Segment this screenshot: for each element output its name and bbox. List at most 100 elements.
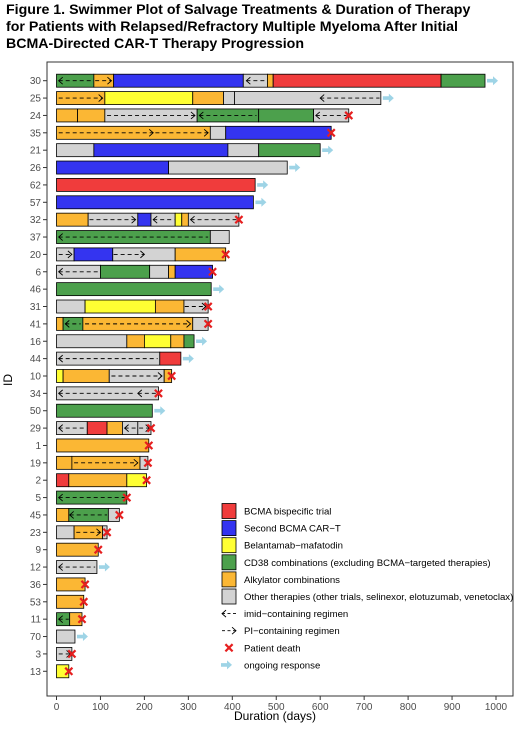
y-tick-label: 26: [30, 163, 42, 174]
bar-segment-other: [234, 91, 382, 105]
imid-marker-arrowhead: [189, 215, 195, 224]
ongoing-arrow: [322, 145, 334, 155]
legend-ongoing-arrow: [221, 660, 232, 670]
bar-segment-cd38: [183, 334, 195, 349]
bar-segment-other: [56, 143, 95, 158]
pi-marker-arrowhead: [96, 528, 102, 537]
patient-row-29: [56, 421, 152, 436]
imid-marker-arrowhead: [315, 111, 321, 120]
legend-swatch: [221, 588, 237, 605]
ongoing-arrow: [289, 163, 301, 173]
bar-segment-cd38: [68, 508, 109, 522]
bar-segment-other: [56, 299, 86, 314]
legend-label: Other therapies (other trials, selinexor…: [244, 592, 513, 603]
patient-overlay-44: [58, 354, 194, 364]
death-marker: [221, 250, 231, 259]
imid-marker-arrowhead: [58, 389, 63, 398]
patient-overlay-31: [184, 302, 213, 311]
patient-row-26: [56, 160, 288, 175]
bar-segment-belantamab: [56, 369, 64, 383]
legend-label: imid−containing regimen: [244, 609, 348, 620]
bar-segment-bcma_bispecific: [56, 473, 70, 488]
legend-label: BCMA bispecific trial: [244, 507, 331, 518]
death-marker: [114, 510, 124, 520]
legend-item-box-bcma_bispecific: BCMA bispecific trial: [221, 503, 331, 519]
bar-segment-other: [209, 125, 227, 140]
patient-row-62: [56, 178, 256, 192]
patient-overlay-70: [76, 632, 88, 642]
bar-segment-other: [192, 316, 209, 331]
ongoing-arrow: [154, 406, 166, 416]
imid-marker-arrowhead: [58, 76, 63, 85]
patient-row-31: [56, 299, 209, 314]
y-tick-label: 20: [30, 250, 42, 261]
pi-marker-arrowhead: [203, 128, 209, 137]
patient-overlay-26: [289, 163, 301, 173]
ongoing-arrow: [196, 336, 208, 346]
legend-item-box-other: Other therapies (other trials, selinexor…: [221, 588, 513, 605]
bar-segment-second_car_t: [225, 125, 332, 140]
y-tick-label: 11: [31, 615, 42, 626]
death-marker: [143, 458, 153, 468]
title-line-1: Figure 1. Swimmer Plot of Salvage Treatm…: [6, 2, 471, 18]
imid-marker-arrowhead: [58, 354, 63, 363]
y-tick-label: 29: [30, 424, 42, 435]
patient-overlay-50: [154, 406, 166, 416]
bar-segment-alkylator: [56, 577, 86, 592]
death-marker: [67, 649, 77, 659]
imid-marker-arrowhead: [58, 493, 63, 502]
bar-segment-belantamab: [56, 664, 70, 679]
y-axis-label: ID: [1, 374, 15, 386]
pi-marker-arrowhead: [98, 94, 104, 102]
bar-segment-second_car_t: [93, 143, 229, 158]
pi-marker-arrowhead: [131, 215, 137, 224]
y-tick-label: 19: [30, 458, 42, 469]
legend-item-box-cd38: CD38 combinations (excluding BCMA−target…: [221, 554, 491, 571]
x-tick-label: 300: [180, 702, 197, 713]
bar-segment-alkylator: [154, 299, 185, 314]
ongoing-arrow: [257, 180, 269, 190]
y-tick-label: 62: [30, 180, 42, 191]
ongoing-arrow: [76, 632, 88, 642]
patient-row-6: [56, 264, 213, 279]
patient-row-53: [56, 594, 85, 609]
bar-segment-alkylator: [62, 369, 110, 383]
y-tick-label: 3: [35, 649, 41, 660]
patient-row-10: [56, 369, 173, 383]
bar-segment-cd38: [440, 73, 486, 88]
patient-row-21: [56, 143, 321, 158]
x-tick-label: 400: [224, 702, 241, 713]
bar-segment-alkylator: [56, 594, 85, 609]
bar-segment-other: [107, 508, 120, 522]
patient-overlay-45: [69, 510, 124, 520]
bar-segment-second_car_t: [73, 247, 114, 262]
bar-segment-alkylator: [168, 264, 176, 279]
patient-overlay-46: [213, 284, 225, 294]
patient-overlay-53: [79, 597, 89, 607]
death-marker: [208, 267, 217, 277]
patient-overlay-25: [58, 93, 394, 103]
y-tick-label: 32: [30, 215, 42, 226]
y-tick-label: 24: [30, 111, 42, 122]
death-marker: [102, 527, 112, 537]
death-marker: [80, 580, 90, 589]
imid-marker-arrowhead: [58, 424, 63, 432]
bar-segment-alkylator: [68, 473, 128, 488]
death-marker: [326, 128, 336, 138]
ongoing-arrow: [382, 93, 394, 103]
bar-segment-alkylator: [56, 316, 64, 331]
x-axis: 0 100 200 300 400 500 600 700 800 900 1000: [54, 696, 508, 713]
bar-segment-alkylator: [77, 108, 106, 123]
patient-overlay-20: [58, 250, 231, 259]
patient-overlay-1: [144, 441, 154, 450]
legend-label: Belantamab−mafatodin: [244, 541, 343, 552]
pi-marker-arrowhead: [140, 250, 146, 259]
y-tick-label: 45: [30, 510, 42, 521]
patient-row-16: [56, 334, 195, 349]
patient-overlay-13: [64, 666, 74, 676]
pi-marker-arrowhead: [107, 76, 113, 85]
patient-row-50: [56, 403, 153, 418]
x-tick-label: 100: [92, 702, 109, 713]
y-tick-label: 57: [30, 198, 42, 209]
imid-marker-arrowhead: [64, 320, 70, 328]
